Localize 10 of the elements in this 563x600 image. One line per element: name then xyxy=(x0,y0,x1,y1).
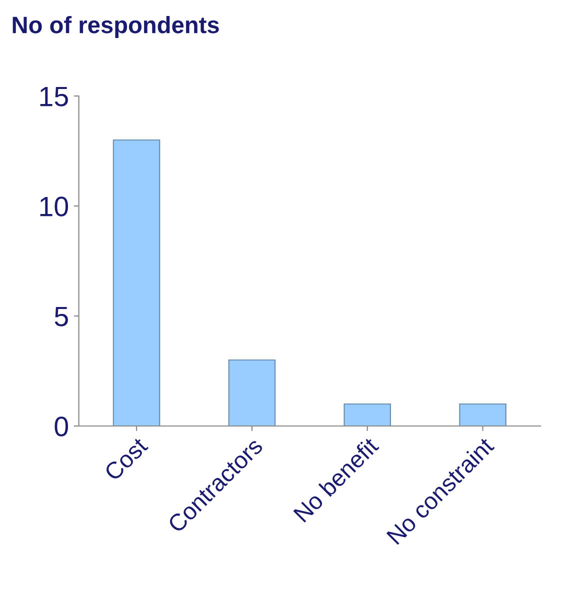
y-tick-label: 5 xyxy=(54,306,68,326)
y-tick-label: 15 xyxy=(40,86,68,106)
x-tick-label: Cost xyxy=(103,436,149,482)
y-tick-label: 0 xyxy=(54,416,68,436)
y-tick-label: 10 xyxy=(40,196,68,216)
bar xyxy=(459,403,506,426)
bar xyxy=(112,139,160,426)
chart-title: No of respondents xyxy=(12,16,219,38)
bar xyxy=(228,359,276,426)
bar xyxy=(344,403,391,426)
